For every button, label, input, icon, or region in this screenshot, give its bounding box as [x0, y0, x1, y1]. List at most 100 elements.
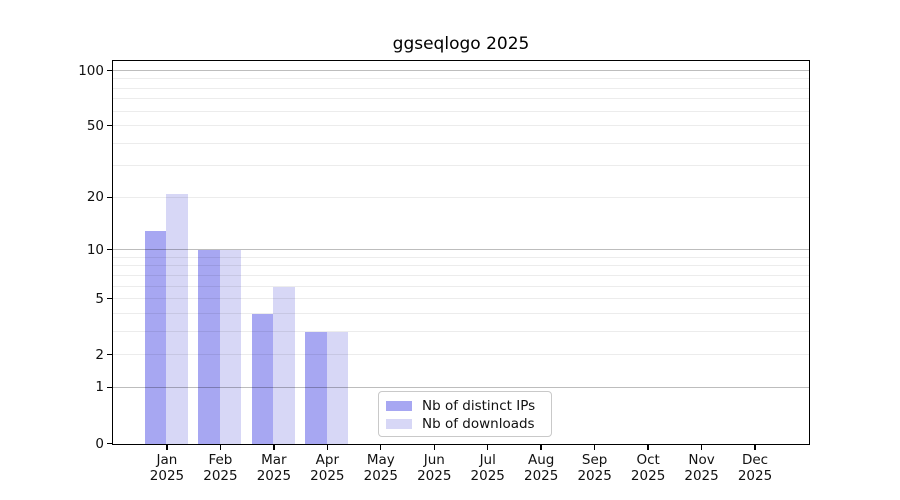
minor-gridline — [113, 165, 809, 167]
bar-downloads — [219, 250, 242, 444]
x-tick-month: Dec — [741, 452, 769, 468]
x-tick-label: Jun 2025 — [399, 452, 469, 484]
minor-gridline — [113, 274, 809, 276]
y-tick-label: 50 — [86, 117, 104, 134]
x-tick-year: 2025 — [203, 468, 238, 484]
x-tick-mark — [754, 445, 756, 450]
bar-distinct-ips — [251, 313, 274, 444]
legend-item: Nb of downloads — [386, 415, 551, 433]
x-tick-mark — [166, 445, 168, 450]
x-tick-mark — [380, 445, 382, 450]
x-tick-month: May — [366, 452, 395, 468]
x-tick-label: Jan 2025 — [132, 452, 202, 484]
x-tick-label: Jul 2025 — [453, 452, 523, 484]
x-tick-mark — [593, 445, 596, 450]
x-tick-mark — [273, 445, 275, 450]
x-tick-mark — [433, 445, 435, 450]
minor-gridline — [113, 256, 809, 258]
y-tick-mark — [107, 354, 112, 356]
minor-gridline — [113, 354, 809, 356]
x-tick-year: 2025 — [630, 468, 666, 484]
major-gridline — [113, 249, 809, 251]
x-tick-month: Feb — [208, 452, 233, 468]
y-tick-label: 0 — [95, 435, 104, 452]
x-tick-label: Mar 2025 — [239, 452, 309, 484]
bar-downloads — [326, 331, 349, 444]
x-tick-year: 2025 — [737, 468, 773, 484]
legend-label: Nb of downloads — [422, 416, 535, 432]
x-tick-year: 2025 — [149, 468, 185, 484]
minor-gridline — [113, 98, 809, 100]
minor-gridline — [113, 265, 809, 267]
y-tick-label: 2 — [95, 346, 104, 363]
x-tick-mark — [487, 445, 489, 450]
y-tick-mark — [107, 196, 112, 199]
y-tick-mark — [107, 442, 112, 445]
y-tick-mark — [107, 69, 112, 72]
x-tick-year: 2025 — [363, 468, 398, 484]
legend-swatch-distinct-ips — [386, 400, 412, 412]
x-tick-label: Nov 2025 — [667, 452, 737, 484]
x-tick-year: 2025 — [310, 468, 345, 484]
x-tick-label: Apr 2025 — [292, 452, 362, 484]
y-tick-label: 100 — [78, 62, 104, 79]
minor-gridline — [113, 78, 809, 80]
x-tick-mark — [647, 445, 649, 450]
x-tick-year: 2025 — [524, 468, 559, 484]
bar-distinct-ips — [144, 230, 167, 444]
x-tick-mark — [700, 445, 703, 450]
x-tick-year: 2025 — [577, 468, 612, 484]
minor-gridline — [113, 125, 809, 127]
legend-label: Nb of distinct IPs — [422, 398, 536, 414]
minor-gridline — [113, 110, 809, 112]
x-tick-label: Oct 2025 — [613, 452, 683, 484]
minor-gridline — [113, 196, 809, 198]
legend-swatch-downloads — [386, 418, 412, 430]
x-tick-year: 2025 — [417, 468, 452, 484]
x-tick-mark — [540, 445, 542, 450]
legend: Nb of distinct IPs Nb of downloads — [378, 391, 552, 437]
x-tick-month: Mar — [261, 452, 287, 468]
x-tick-label: May 2025 — [346, 452, 416, 484]
x-tick-month: Jan — [156, 452, 178, 468]
major-gridline — [113, 70, 809, 71]
y-tick-mark — [107, 248, 112, 251]
y-tick-label: 1 — [95, 379, 104, 396]
x-tick-label: Dec 2025 — [720, 452, 790, 484]
plot-area — [112, 60, 810, 445]
x-tick-label: Aug 2025 — [506, 452, 576, 484]
x-tick-month: Sep — [581, 452, 608, 468]
y-tick-mark — [107, 386, 112, 389]
minor-gridline — [113, 330, 809, 332]
x-tick-month: Jun — [423, 452, 445, 468]
minor-gridline — [113, 312, 809, 314]
bar-downloads — [273, 286, 295, 444]
minor-gridline — [113, 87, 809, 89]
y-tick-mark — [107, 297, 112, 300]
x-tick-month: Nov — [688, 452, 715, 468]
bar-distinct-ips — [198, 250, 220, 444]
x-tick-year: 2025 — [470, 468, 505, 484]
x-tick-month: Aug — [528, 452, 555, 468]
x-tick-month: Apr — [315, 452, 340, 468]
y-tick-label: 10 — [86, 241, 104, 258]
x-tick-mark — [219, 445, 222, 450]
chart-title: ggseqlogo 2025 — [392, 34, 530, 54]
minor-gridline — [113, 142, 809, 144]
bar-downloads — [166, 194, 188, 444]
bar-distinct-ips — [305, 331, 327, 444]
x-tick-year: 2025 — [256, 468, 292, 484]
legend-item: Nb of distinct IPs — [386, 397, 551, 415]
major-gridline — [113, 386, 809, 388]
x-tick-year: 2025 — [684, 468, 719, 484]
x-tick-month: Oct — [636, 452, 660, 468]
y-tick-label: 5 — [95, 290, 104, 307]
x-tick-label: Feb 2025 — [185, 452, 255, 484]
x-tick-label: Sep 2025 — [560, 452, 630, 484]
x-tick-month: Jul — [479, 452, 496, 468]
minor-gridline — [113, 285, 809, 287]
y-tick-label: 20 — [86, 189, 104, 206]
y-tick-mark — [107, 125, 112, 127]
minor-gridline — [113, 298, 809, 300]
